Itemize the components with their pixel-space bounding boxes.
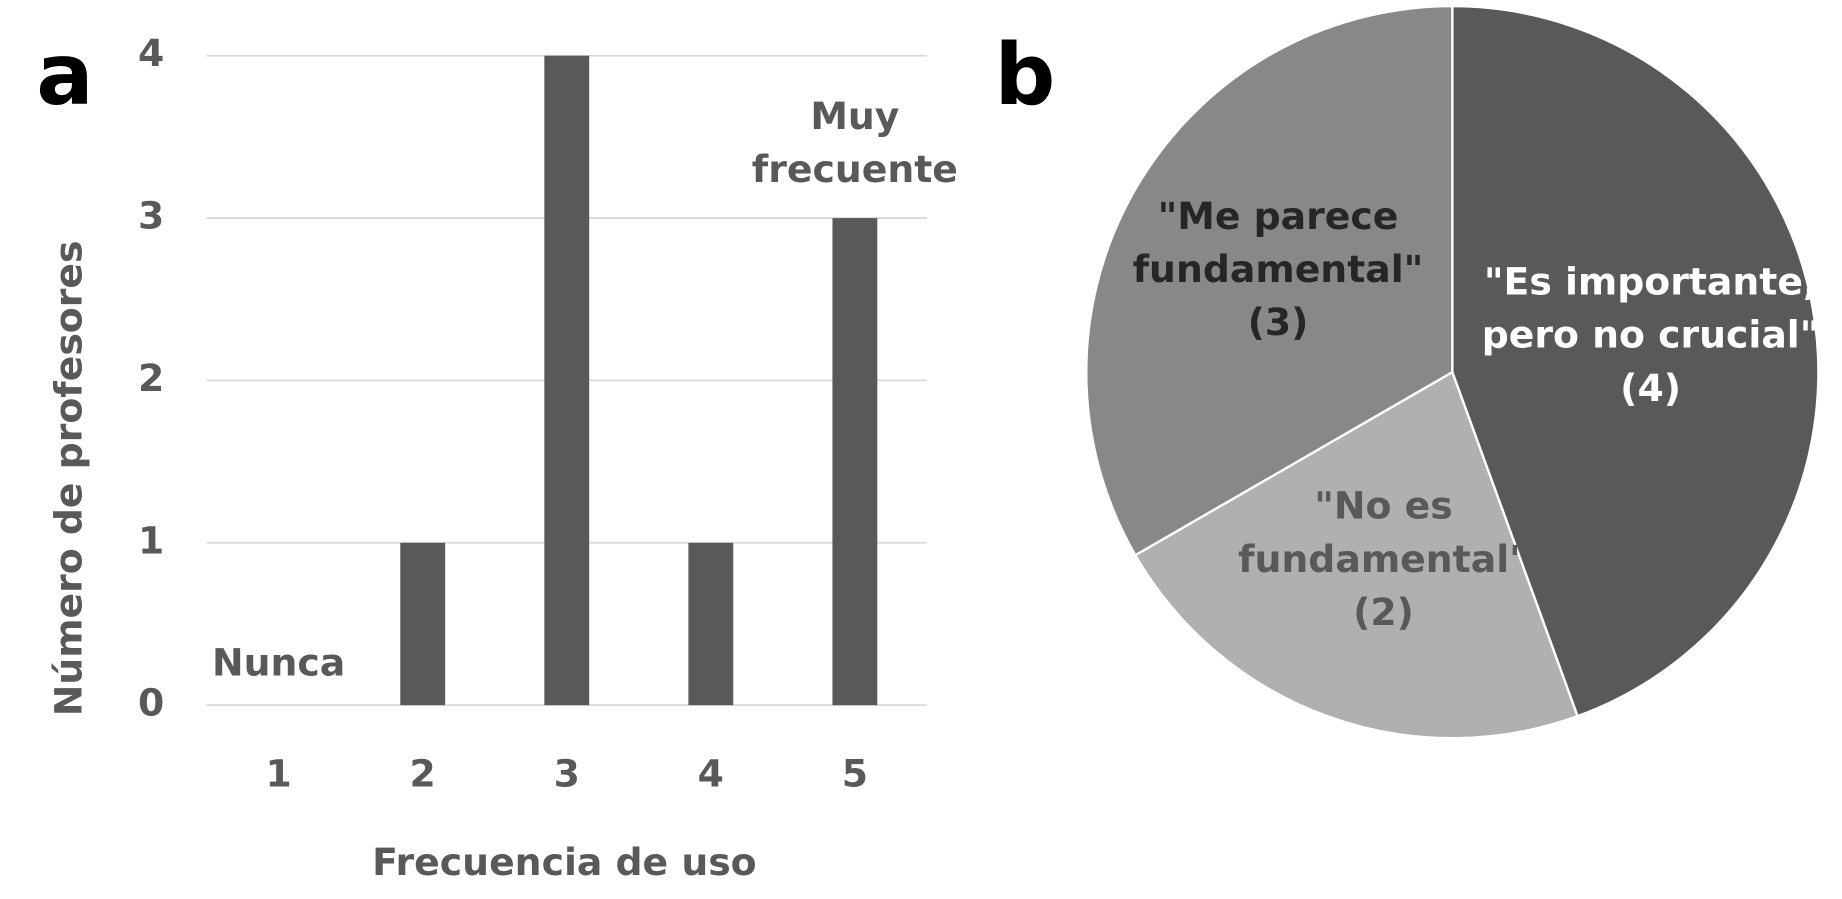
y-tick-label: 4	[138, 31, 164, 75]
x-tick-label: 3	[554, 751, 580, 795]
slice-label: fundamental"	[1133, 247, 1424, 291]
bar	[688, 542, 734, 706]
pie-slice	[1085, 4, 1454, 557]
annotation: Nunca	[212, 640, 345, 684]
panel-label: b	[994, 26, 1055, 125]
bar	[400, 542, 446, 706]
x-tick-label: 4	[698, 751, 724, 795]
value-label: (4)	[1620, 366, 1681, 410]
bar	[544, 55, 590, 706]
x-tick-label: 2	[410, 751, 436, 795]
pie-slice	[1133, 370, 1580, 740]
bar	[832, 218, 878, 706]
slice-label: pero no crucial"	[1482, 313, 1820, 357]
value-label: (3)	[1248, 300, 1309, 344]
y-tick-label: 0	[138, 681, 164, 725]
slice-label: "Me parece	[1158, 194, 1399, 238]
panel-label: a	[36, 26, 93, 125]
y-tick-label: 1	[138, 518, 164, 562]
slice-label: fundamental"	[1238, 537, 1529, 581]
y-axis-label: Número de profesores	[46, 241, 90, 717]
value-label: (2)	[1353, 590, 1414, 634]
slice-label: "No es	[1314, 484, 1452, 528]
x-tick-label: 1	[266, 751, 292, 795]
annotation: Muy	[810, 94, 899, 138]
y-tick-label: 2	[138, 356, 164, 400]
slice-label: "Es importante,	[1484, 260, 1817, 304]
x-axis-label: Frecuencia de uso	[372, 840, 756, 884]
pie-slice	[1451, 4, 1820, 718]
x-tick-label: 5	[842, 751, 868, 795]
annotation: frecuente	[752, 147, 958, 191]
y-tick-label: 3	[138, 194, 164, 238]
